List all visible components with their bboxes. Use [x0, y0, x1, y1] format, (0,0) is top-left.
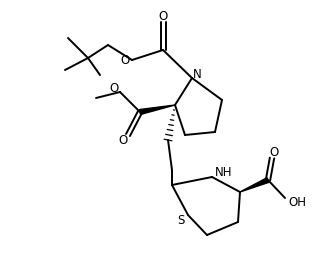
- Polygon shape: [140, 105, 175, 115]
- Text: O: O: [109, 82, 119, 94]
- Text: OH: OH: [288, 196, 306, 209]
- Polygon shape: [240, 178, 269, 192]
- Text: O: O: [120, 54, 130, 67]
- Text: N: N: [193, 69, 201, 82]
- Text: O: O: [118, 134, 128, 147]
- Text: S: S: [177, 214, 185, 228]
- Text: O: O: [269, 146, 279, 158]
- Text: O: O: [158, 9, 168, 23]
- Text: NH: NH: [215, 166, 233, 179]
